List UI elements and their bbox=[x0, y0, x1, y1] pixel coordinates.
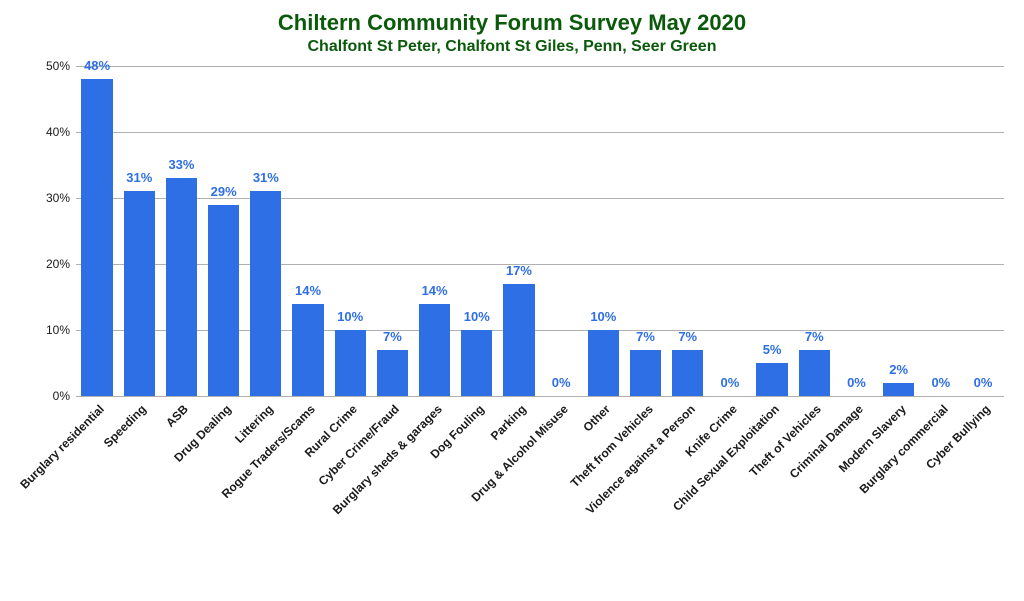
bar-slot: 17% bbox=[498, 66, 540, 396]
data-label: 7% bbox=[636, 329, 655, 344]
bar bbox=[124, 191, 155, 396]
data-label: 0% bbox=[931, 375, 950, 390]
bar bbox=[335, 330, 366, 396]
x-axis-label: ASB bbox=[164, 402, 192, 430]
bar bbox=[461, 330, 492, 396]
y-axis-tick-label: 40% bbox=[24, 125, 70, 139]
bar-slot: 33% bbox=[160, 66, 202, 396]
chart-container: Chiltern Community Forum Survey May 2020… bbox=[0, 0, 1024, 601]
bar bbox=[883, 383, 914, 396]
bar bbox=[799, 350, 830, 396]
x-axis-tick: Cyber Bullying bbox=[962, 396, 1004, 576]
bars: 48% 31% 33% 29% 31% 14% 10% 7% 14% 10% 17% 0% 10% 7% 7… bbox=[76, 66, 1004, 396]
data-label: 2% bbox=[889, 362, 908, 377]
bar-slot: 31% bbox=[245, 66, 287, 396]
data-label: 7% bbox=[678, 329, 697, 344]
bar bbox=[208, 205, 239, 396]
y-axis-tick-label: 0% bbox=[24, 389, 70, 403]
chart-subtitle: Chalfont St Peter, Chalfont St Giles, Pe… bbox=[20, 38, 1004, 56]
bar bbox=[588, 330, 619, 396]
bar bbox=[672, 350, 703, 396]
bar bbox=[419, 304, 450, 396]
bar bbox=[756, 363, 787, 396]
data-label: 0% bbox=[721, 375, 740, 390]
x-axis-tick: Speeding bbox=[118, 396, 160, 576]
bar-slot: 0% bbox=[962, 66, 1004, 396]
x-axis-label: Other bbox=[581, 402, 614, 435]
bar-slot: 7% bbox=[793, 66, 835, 396]
x-axis-tick: Parking bbox=[498, 396, 540, 576]
bar-slot: 0% bbox=[920, 66, 962, 396]
x-axis-tick: Theft of Vehicles bbox=[793, 396, 835, 576]
data-label: 10% bbox=[464, 309, 490, 324]
data-label: 0% bbox=[552, 375, 571, 390]
x-axis-tick: Burglary commercial bbox=[920, 396, 962, 576]
bar bbox=[81, 79, 112, 396]
data-label: 5% bbox=[763, 342, 782, 357]
x-axis-tick: Knife Crime bbox=[709, 396, 751, 576]
bar-slot: 0% bbox=[540, 66, 582, 396]
x-axis-tick: Theft from Vehicles bbox=[624, 396, 666, 576]
bar-slot: 29% bbox=[203, 66, 245, 396]
bar bbox=[292, 304, 323, 396]
x-axis-tick: Modern Slavery bbox=[878, 396, 920, 576]
bar-slot: 10% bbox=[582, 66, 624, 396]
data-label: 48% bbox=[84, 58, 110, 73]
bar bbox=[166, 178, 197, 396]
bar-slot: 7% bbox=[667, 66, 709, 396]
data-label: 0% bbox=[847, 375, 866, 390]
y-axis-tick-label: 20% bbox=[24, 257, 70, 271]
x-axis-tick: Littering bbox=[245, 396, 287, 576]
bar-slot: 5% bbox=[751, 66, 793, 396]
data-label: 0% bbox=[974, 375, 993, 390]
bar-slot: 0% bbox=[709, 66, 751, 396]
bar-slot: 7% bbox=[624, 66, 666, 396]
data-label: 7% bbox=[383, 329, 402, 344]
data-label: 29% bbox=[211, 184, 237, 199]
data-label: 33% bbox=[168, 157, 194, 172]
bar-slot: 7% bbox=[371, 66, 413, 396]
x-axis-tick: Burglary residential bbox=[76, 396, 118, 576]
bar bbox=[250, 191, 281, 396]
data-label: 31% bbox=[126, 170, 152, 185]
chart-title: Chiltern Community Forum Survey May 2020 bbox=[20, 10, 1004, 36]
x-axis-tick: Child Sexual Exploitation bbox=[751, 396, 793, 576]
data-label: 14% bbox=[422, 283, 448, 298]
bar-slot: 10% bbox=[456, 66, 498, 396]
bar-slot: 0% bbox=[835, 66, 877, 396]
data-label: 14% bbox=[295, 283, 321, 298]
data-label: 31% bbox=[253, 170, 279, 185]
y-axis-tick-label: 10% bbox=[24, 323, 70, 337]
bar-slot: 10% bbox=[329, 66, 371, 396]
x-axis-tick: Cyber Crime/Fraud bbox=[371, 396, 413, 576]
y-axis-tick-label: 50% bbox=[24, 59, 70, 73]
x-axis-tick: ASB bbox=[160, 396, 202, 576]
bar bbox=[630, 350, 661, 396]
plot-area: 0%10%20%30%40%50% 48%31%33%29%31%14%10%7… bbox=[76, 66, 1004, 396]
bar-slot: 14% bbox=[414, 66, 456, 396]
bar-slot: 14% bbox=[287, 66, 329, 396]
data-label: 17% bbox=[506, 263, 532, 278]
data-label: 10% bbox=[337, 309, 363, 324]
bar-slot: 48% bbox=[76, 66, 118, 396]
bar bbox=[503, 284, 534, 396]
data-label: 7% bbox=[805, 329, 824, 344]
bar-slot: 2% bbox=[878, 66, 920, 396]
x-axis-tick: Burglary sheds & garages bbox=[414, 396, 456, 576]
x-axis-labels: Burglary residentialSpeedingASBDrug Deal… bbox=[76, 396, 1004, 576]
bar-slot: 31% bbox=[118, 66, 160, 396]
data-label: 10% bbox=[590, 309, 616, 324]
y-axis-tick-label: 30% bbox=[24, 191, 70, 205]
bar bbox=[377, 350, 408, 396]
x-axis-label: Burglary residential bbox=[17, 402, 107, 492]
